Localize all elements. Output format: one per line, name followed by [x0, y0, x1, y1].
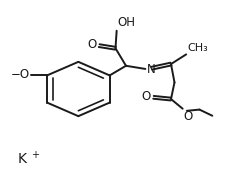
Text: O: O: [184, 110, 193, 123]
Text: O: O: [141, 90, 151, 103]
Text: K: K: [18, 152, 27, 166]
Text: N: N: [147, 63, 155, 76]
Text: CH₃: CH₃: [187, 43, 208, 53]
Text: O: O: [87, 38, 96, 51]
Text: +: +: [30, 150, 38, 160]
Text: −O: −O: [10, 68, 30, 81]
Text: OH: OH: [118, 16, 136, 29]
